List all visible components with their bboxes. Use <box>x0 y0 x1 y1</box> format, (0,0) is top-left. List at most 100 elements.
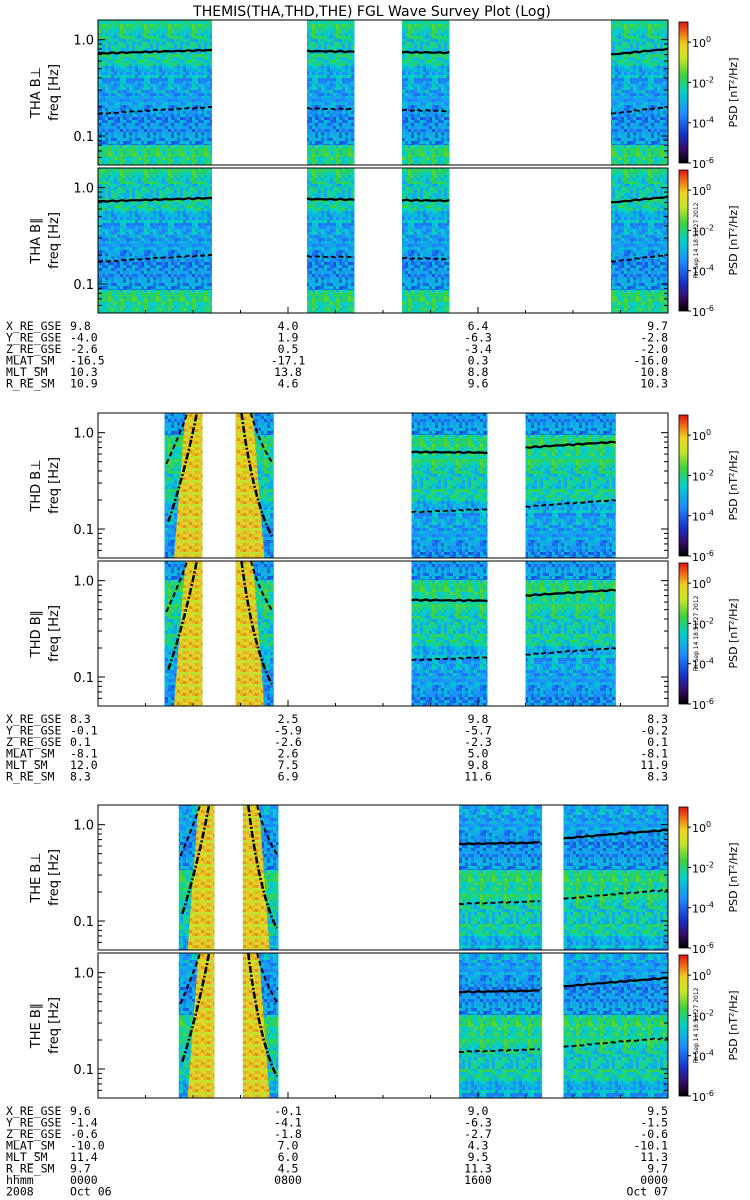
ephemeris-value: -6.3 <box>464 331 492 345</box>
ephemeris-value: -10.1 <box>633 1139 668 1153</box>
ephemeris-label: Y_RE_GSE <box>6 1116 61 1130</box>
colorbar-tick-label: 10-2 <box>692 75 714 90</box>
data-segment <box>307 20 355 165</box>
ephemeris-value: 0000 <box>640 1173 668 1187</box>
ephemeris-label: Y_RE_GSE <box>6 331 61 345</box>
y-tick-label: 1.0 <box>73 427 94 442</box>
ephemeris-label: MLAT_SM <box>6 354 55 368</box>
ephemeris-value: 8.3 <box>70 712 91 726</box>
dashed-trace <box>401 256 450 261</box>
ephemeris-label: MLAT_SM <box>6 1139 55 1153</box>
ephemeris-value: 9.5 <box>647 1104 668 1118</box>
ephemeris-value: -2.8 <box>640 331 668 345</box>
dashed-trace <box>610 105 668 115</box>
solid-trace <box>611 195 668 204</box>
ephemeris-label: hhmm <box>6 1173 34 1187</box>
ephemeris-value: -5.7 <box>464 724 492 738</box>
ephemeris-value: 9.8 <box>70 319 91 333</box>
ephemeris-value: 13.8 <box>274 365 302 379</box>
colorbar-tick-label: 100 <box>692 428 711 443</box>
ephemeris-value: -3.4 <box>464 342 492 356</box>
ephemeris-value: 8.8 <box>468 365 489 379</box>
ephemeris-value: 6.0 <box>278 1150 299 1164</box>
dashed-trace <box>98 254 213 263</box>
spectrogram-panel: 0.1 1.0 THA B⊥ freq [Hz] 100 10-2 10-4 10-6 PSD … <box>29 19 740 171</box>
panel-label: THA B∥ <box>29 217 44 264</box>
ephemeris-value: -2.6 <box>70 342 98 356</box>
y-tick-label: 1.0 <box>73 34 94 49</box>
ephemeris-value: 7.5 <box>278 758 299 772</box>
ephemeris-value: 12.0 <box>70 758 98 772</box>
ephemeris-value: -0.6 <box>70 1127 98 1141</box>
ephemeris-value: -0.1 <box>274 1104 302 1118</box>
dashed-trace <box>458 1048 540 1054</box>
ephemeris-value: 2.5 <box>278 712 299 726</box>
ephemeris-value: -17.1 <box>271 354 306 368</box>
ephemeris-value: 9.6 <box>70 1104 91 1118</box>
ephemeris-label: Z_RE_GSE <box>6 1127 61 1141</box>
colorbar-tick-label: 10-4 <box>692 509 714 524</box>
colorbar-tick-label: 10-2 <box>692 223 714 238</box>
solid-trace <box>525 440 616 449</box>
ephemeris-value: -6.3 <box>464 1116 492 1130</box>
ephemeris-value: 1.9 <box>278 331 299 345</box>
colorbar-tick-label: 100 <box>692 183 711 198</box>
data-segment <box>611 20 668 165</box>
ephemeris-value: -1.4 <box>70 1116 98 1130</box>
colorbar <box>678 21 689 164</box>
solid-trace <box>98 196 213 203</box>
y-tick-label: 0.1 <box>73 671 94 686</box>
colorbar-tick-label: 100 <box>692 968 711 983</box>
colorbar <box>678 806 689 949</box>
y-tick-label: 0.1 <box>73 915 94 930</box>
y-tick-label: 1.0 <box>73 575 94 590</box>
ephemeris-value: -1.5 <box>640 1116 668 1130</box>
ephemeris-value: -2.6 <box>274 735 302 749</box>
colorbar-tick-label: 100 <box>692 35 711 50</box>
ephemeris-label: Y_RE_GSE <box>6 724 61 738</box>
ephemeris-value: -5.9 <box>274 724 302 738</box>
data-segment <box>563 805 668 950</box>
colorbar-label: PSD [nT²/Hz] <box>727 450 740 520</box>
ephemeris-value: 0.3 <box>468 354 489 368</box>
colorbar-tick-label: 10-6 <box>692 697 714 712</box>
colorbar-label: PSD [nT²/Hz] <box>727 205 740 275</box>
solid-trace <box>401 50 450 55</box>
solid-trace <box>411 450 488 455</box>
colorbar-tick-label: 10-6 <box>692 156 714 171</box>
ephemeris-label: X_RE_GSE <box>6 319 61 333</box>
data-segment <box>98 20 212 165</box>
ephemeris-value: 5.0 <box>468 747 489 761</box>
dashed-trace <box>563 888 668 900</box>
ephemeris-value: 8.3 <box>647 712 668 726</box>
ephemeris-value: 0000 <box>70 1173 98 1187</box>
ephemeris-value: -16.0 <box>633 354 668 368</box>
data-segment <box>563 953 668 1098</box>
dashed-trace <box>610 253 668 263</box>
panel-label: THA B⊥ <box>29 67 44 119</box>
ephemeris-value: 9.6 <box>468 377 489 391</box>
colorbar-label: PSD [nT²/Hz] <box>727 842 740 912</box>
ephemeris-label: R_RE_SM <box>6 1162 55 1176</box>
ephemeris-value: 10.9 <box>70 377 98 391</box>
ephemeris-value: 10.8 <box>640 365 668 379</box>
freq-axis-label: freq [Hz] <box>47 212 62 269</box>
panels-layer: 0.1 1.0 THA B⊥ freq [Hz] 100 10-2 10-4 10-6 PSD … <box>6 19 740 1199</box>
ephemeris-value: -0.2 <box>640 724 668 738</box>
ephemeris-value: 4.6 <box>278 377 299 391</box>
ephemeris-label: MLT_SM <box>6 758 48 772</box>
ephemeris-value: -1.8 <box>274 1127 302 1141</box>
ephemeris-value: 11.3 <box>640 1150 668 1164</box>
solid-trace <box>401 198 450 203</box>
ephemeris-value: 0.1 <box>647 735 668 749</box>
ephemeris-label: X_RE_GSE <box>6 1104 61 1118</box>
ephemeris-label: X_RE_GSE <box>6 712 61 726</box>
ephemeris-value: 9.7 <box>647 319 668 333</box>
ephemeris-value: -8.1 <box>70 747 98 761</box>
colorbar <box>678 169 689 312</box>
spectrogram-panel: 0.1 1.0 THA B∥ freq [Hz] 100 10-2 10-4 10-6 PSD … <box>29 167 740 319</box>
spectrogram-panel: 0.1 1.0 THE B∥ freq [Hz] 100 10-2 10-4 10-6 PSD … <box>29 952 740 1104</box>
freq-axis-label: freq [Hz] <box>47 997 62 1054</box>
colorbar-tick-label: 10-4 <box>692 657 714 672</box>
ephemeris-value: 1600 <box>464 1173 492 1187</box>
